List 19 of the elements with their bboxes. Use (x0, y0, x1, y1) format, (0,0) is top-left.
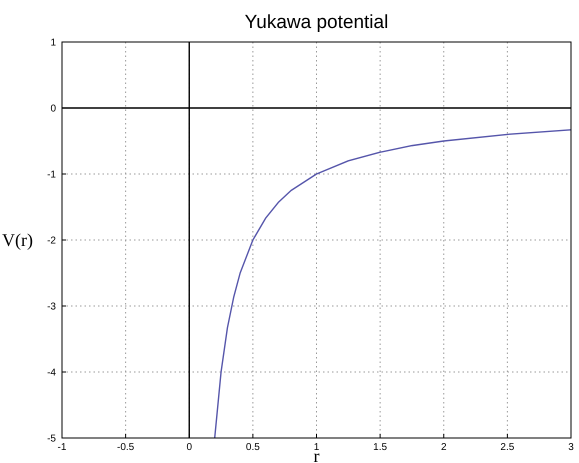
y-tick-label: -2 (47, 236, 56, 246)
line-series (214, 129, 571, 438)
x-tick-label: 0 (186, 442, 192, 453)
chart-title: Yukawa potential (244, 12, 388, 33)
y-tick-label: -1 (47, 170, 56, 180)
x-tick-label: 2.5 (500, 442, 515, 453)
x-tick-label: -1 (58, 442, 67, 453)
y-tick-label: 0 (50, 104, 56, 114)
x-tick-label: 0.5 (246, 442, 260, 453)
y-tick-label: -5 (47, 434, 56, 444)
x-tick-label: 1 (314, 442, 320, 453)
x-tick-label: 3 (568, 442, 574, 453)
y-tick-label: 1 (50, 38, 56, 48)
x-tick-label: 2 (440, 442, 447, 453)
y-axis-title: V(r) (2, 230, 33, 250)
x-tick-label: -0.5 (117, 442, 135, 453)
x-tick-label: 1.5 (373, 442, 388, 453)
y-tick-label: -3 (47, 302, 56, 312)
y-tick-label: -4 (47, 368, 56, 378)
